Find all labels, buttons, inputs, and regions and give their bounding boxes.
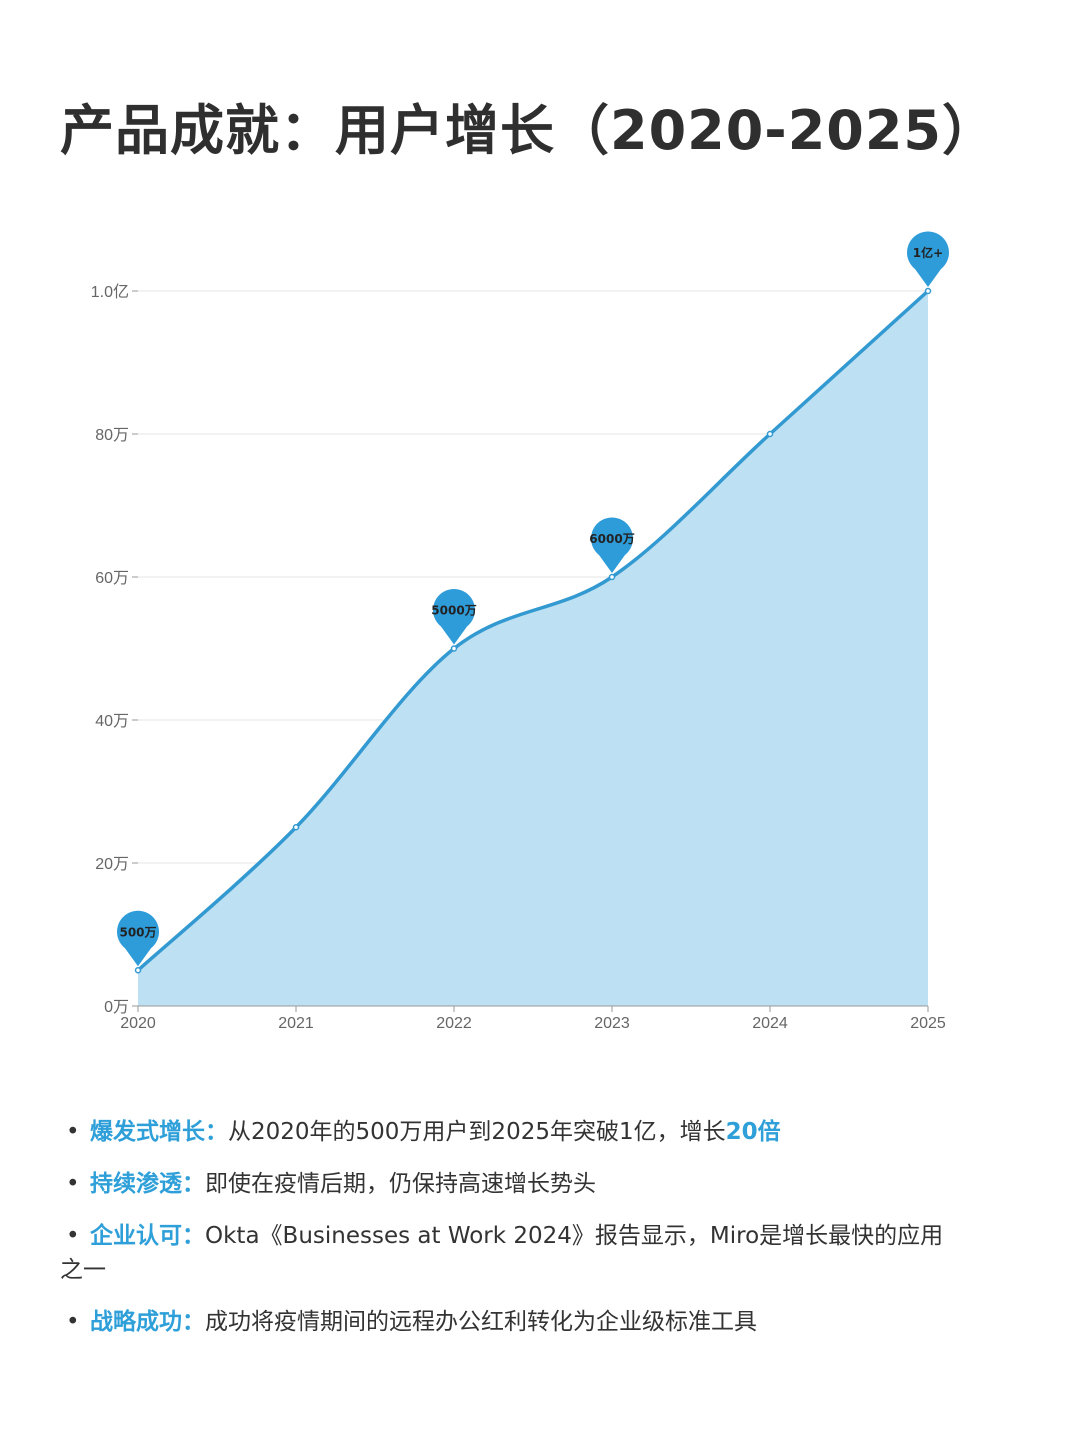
bullet-item: 爆发式增长：从2020年的500万用户到2025年突破1亿，增长20倍 — [60, 1115, 960, 1149]
x-tick-label: 2022 — [436, 1015, 472, 1032]
bullet-key: 爆发式增长： — [90, 1119, 228, 1145]
x-tick-label: 2025 — [910, 1015, 946, 1032]
user-growth-chart: 0万 20万 40万 60万 80万 1.0亿 2020 2021 2022 2023 2024 20… — [0, 200, 1080, 1060]
data-point — [608, 573, 616, 581]
data-point — [292, 824, 300, 831]
series-line — [136, 289, 930, 972]
y-tick-label: 1.0亿 — [91, 283, 129, 301]
x-tick-label: 2023 — [594, 1015, 630, 1032]
pin-marker — [433, 589, 476, 645]
pin-marker — [591, 517, 633, 573]
pin-label: 1亿+ — [913, 245, 943, 260]
summary-bullets: 爆发式增长：从2020年的500万用户到2025年突破1亿，增长20倍 持续渗透… — [60, 1115, 960, 1357]
bullet-item: 战略成功：成功将疫情期间的远程办公红利转化为企业级标准工具 — [60, 1305, 960, 1339]
pin-marker — [906, 231, 949, 287]
x-tick-label: 2021 — [278, 1015, 314, 1032]
bullet-key: 战略成功： — [90, 1309, 205, 1335]
x-tick-label: 2020 — [120, 1015, 156, 1032]
y-tick-label: 0万 — [104, 999, 129, 1016]
pin-label: 500万 — [119, 925, 156, 939]
y-tick-label: 60万 — [95, 570, 129, 587]
bullet-key: 企业认可： — [90, 1223, 205, 1249]
y-tick-label: 20万 — [95, 856, 129, 873]
data-point — [450, 645, 458, 652]
bullet-item: 持续渗透：即使在疫情后期，仍保持高速增长势头 — [60, 1167, 960, 1201]
bullet-text: 即使在疫情后期，仍保持高速增长势头 — [205, 1171, 596, 1197]
area-series — [136, 289, 930, 1006]
chart-svg: 0万 20万 40万 60万 80万 1.0亿 2020 2021 2022 2023 2024 20… — [91, 231, 949, 1032]
bullet-text: 成功将疫情期间的远程办公红利转化为企业级标准工具 — [205, 1309, 757, 1335]
annotation-pin: 5000万 — [431, 589, 477, 645]
bullet-key: 持续渗透： — [90, 1171, 205, 1197]
area-fill — [138, 291, 928, 1006]
bullet-highlight: 20倍 — [725, 1119, 781, 1145]
pin-marker — [117, 910, 160, 967]
bullet-text: 从2020年的500万用户到2025年突破1亿，增长 — [228, 1119, 726, 1145]
data-point — [766, 430, 774, 438]
data-point — [924, 287, 932, 295]
pin-label: 6000万 — [589, 532, 634, 546]
y-tick-label: 40万 — [95, 713, 129, 730]
annotation-pin: 6000万 — [589, 517, 635, 573]
bullet-item: 企业认可：Okta《Businesses at Work 2024》报告显示，M… — [60, 1219, 960, 1287]
data-point — [134, 967, 142, 974]
x-tick-label: 2024 — [752, 1015, 788, 1032]
axes: 0万 20万 40万 60万 80万 1.0亿 2020 2021 2022 2023 2024 20… — [91, 283, 946, 1032]
annotation-pin: 1亿+ — [906, 231, 949, 287]
y-tick-label: 80万 — [95, 427, 129, 444]
bullet-text: Okta《Businesses at Work 2024》报告显示，Miro是增… — [60, 1223, 944, 1283]
annotation-pins: 500万 5000万 6000万 1亿+ — [117, 231, 949, 967]
page-title: 产品成就：用户增长（2020-2025） — [60, 99, 997, 162]
pin-label: 5000万 — [431, 604, 476, 618]
annotation-pin: 500万 — [117, 910, 160, 967]
data-points — [134, 287, 932, 974]
